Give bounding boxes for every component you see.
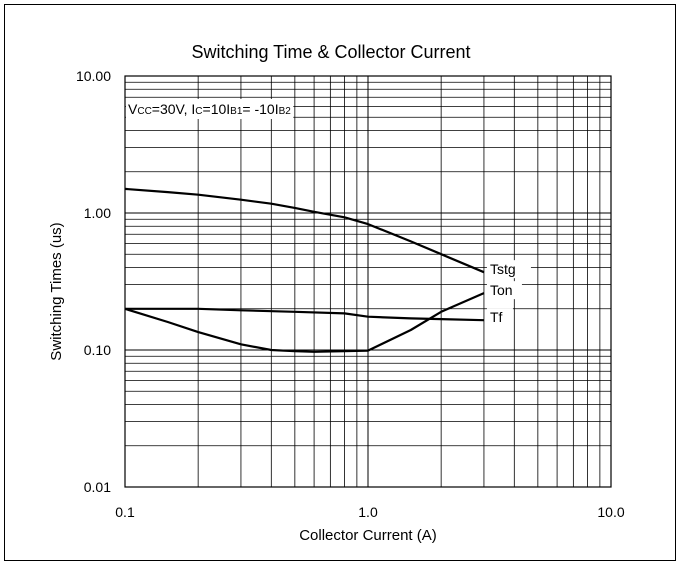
series-labels: Tstg Ton Tf: [486, 260, 531, 327]
series-lines: [124, 187, 485, 353]
annot-p1-main: V: [128, 101, 138, 117]
series-line-ton: [124, 292, 485, 353]
annot-p2-main: =30V, I: [152, 101, 195, 117]
grid-lines: [124, 76, 611, 488]
series-line-tstg: [124, 187, 485, 274]
y-tick-labels: 10.00 1.00 0.10 0.01: [76, 68, 111, 495]
chart-svg: Switching Time & Collector Current 10.00…: [48, 42, 625, 544]
series-label-ton: Ton: [490, 282, 513, 298]
annot-p3-main: =10I: [203, 101, 231, 117]
chart-title: Switching Time & Collector Current: [191, 42, 470, 62]
x-axis-label: Collector Current (A): [299, 527, 437, 544]
x-tick-label: 10.0: [597, 504, 624, 520]
annot-p4-sub: B2: [279, 106, 292, 117]
x-tick-labels: 0.1 1.0 10.0: [115, 504, 625, 520]
annot-p4-main: = -10I: [242, 101, 278, 117]
series-label-bg: [486, 281, 522, 300]
annot-p1-sub: CC: [137, 106, 151, 117]
annot-p3-sub: B1: [230, 106, 243, 117]
plot-area: [124, 75, 612, 488]
y-tick-label: 1.00: [84, 205, 111, 221]
annot-p2-sub: C: [195, 106, 202, 117]
chart-frame: Switching Time & Collector Current 10.00…: [4, 4, 676, 561]
y-tick-label: 0.10: [84, 342, 111, 358]
y-tick-label: 10.00: [76, 68, 111, 84]
series-line-tf: [125, 307, 484, 322]
y-axis-label: Switching Times (us): [48, 222, 65, 360]
y-tick-label: 0.01: [84, 479, 111, 495]
series-label-bg: [486, 260, 531, 279]
conditions-annotation: VCC=30V, IC=10IB1= -10IB2: [126, 99, 294, 119]
x-tick-label: 0.1: [115, 504, 135, 520]
series-label-bg: [486, 308, 513, 327]
series-label-tstg: Tstg: [490, 261, 516, 277]
x-tick-label: 1.0: [358, 504, 378, 520]
series-label-tf: Tf: [490, 309, 503, 325]
conditions-text: VCC=30V, IC=10IB1= -10IB2: [128, 101, 291, 117]
